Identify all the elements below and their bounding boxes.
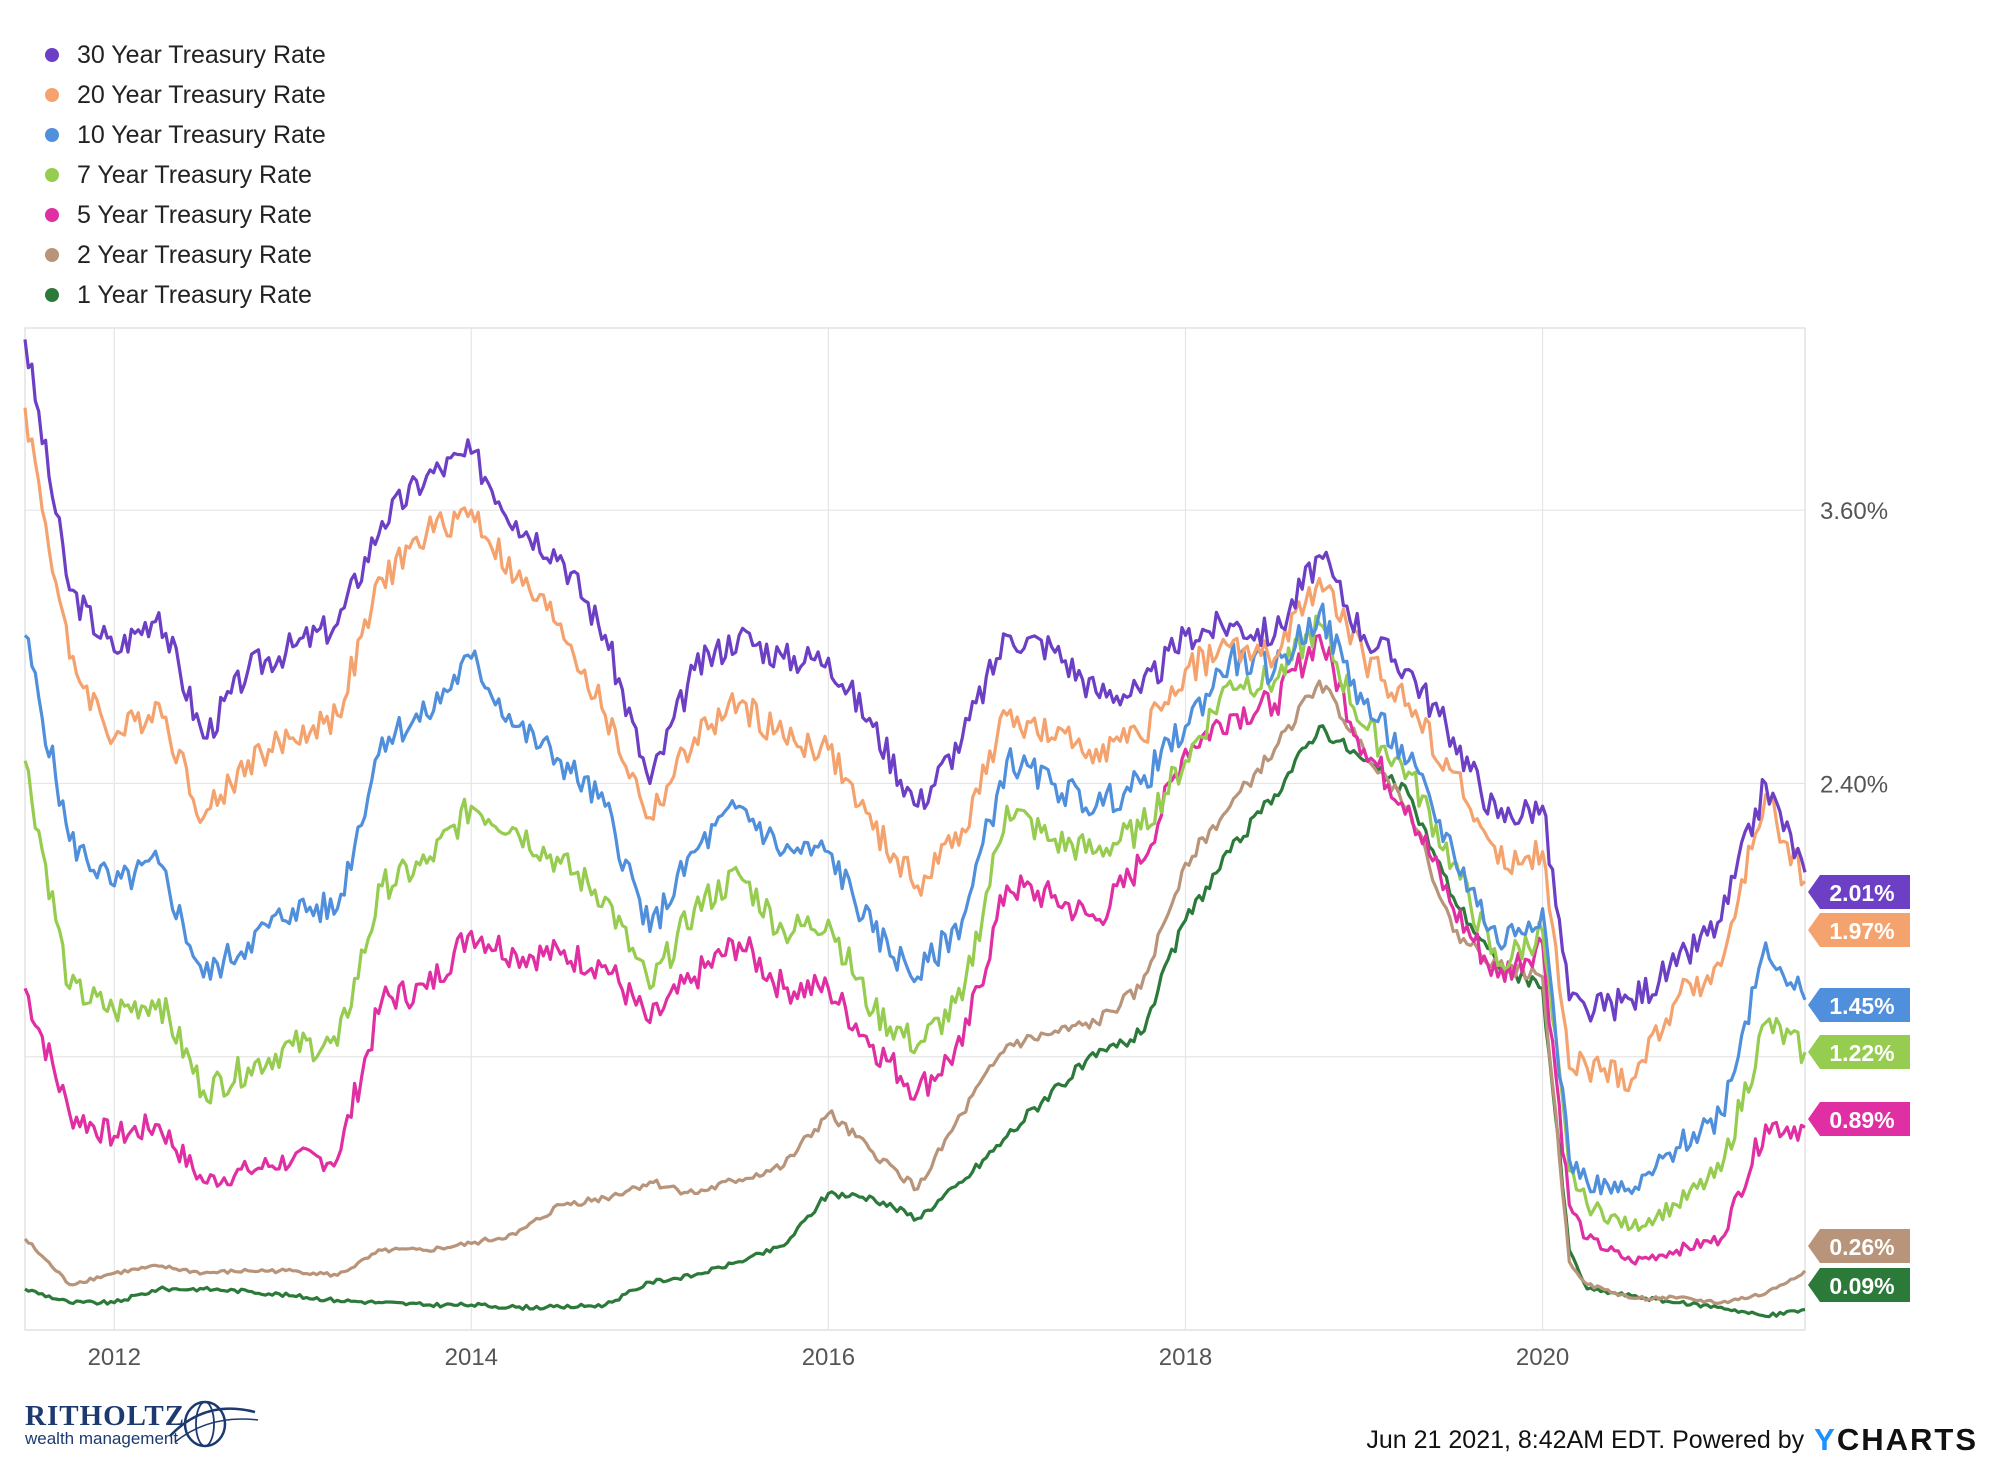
end-value-label: 0.89% xyxy=(1829,1107,1894,1133)
series-line xyxy=(23,339,1807,1023)
legend-label: 30 Year Treasury Rate xyxy=(77,40,326,69)
end-value-tag: 0.89% xyxy=(1808,1102,1910,1136)
y-tick-label: 2.40% xyxy=(1820,771,1888,798)
end-value-tag: 1.45% xyxy=(1808,988,1910,1022)
x-tick-label: 2014 xyxy=(445,1344,498,1371)
footer-credit: Jun 21 2021, 8:42AM EDT. Powered by YCHA… xyxy=(1366,1422,1978,1458)
legend-label: 10 Year Treasury Rate xyxy=(77,120,326,149)
legend-label: 1 Year Treasury Rate xyxy=(77,280,312,309)
end-value-tag-shape xyxy=(1808,875,1910,909)
end-value-tag-shape xyxy=(1808,913,1910,947)
legend-label: 5 Year Treasury Rate xyxy=(77,200,312,229)
end-value-tag-shape xyxy=(1808,988,1910,1022)
ycharts-logo-y: Y xyxy=(1814,1422,1837,1457)
end-value-tag-shape xyxy=(1808,1102,1910,1136)
x-tick-label: 2018 xyxy=(1159,1344,1212,1371)
x-tick-labels: 2012 2014 2016 2018 2020 xyxy=(88,1344,1570,1371)
legend-item[interactable]: 20 Year Treasury Rate xyxy=(45,75,326,115)
series-line xyxy=(23,407,1807,1093)
legend-swatch xyxy=(45,248,59,262)
x-tick-label: 2020 xyxy=(1516,1344,1569,1371)
end-value-label: 0.09% xyxy=(1829,1273,1894,1299)
end-value-labels: 2.01% 1.97% 1.45% 1.22% 0.89% 0.26% 0.09% xyxy=(1808,875,1910,1302)
end-value-tag-shape xyxy=(1808,1268,1910,1302)
legend-swatch xyxy=(45,128,59,142)
legend-item[interactable]: 10 Year Treasury Rate xyxy=(45,115,326,155)
end-value-tag: 0.26% xyxy=(1808,1229,1910,1263)
footer-timestamp: Jun 21 2021, 8:42AM EDT. Powered by xyxy=(1366,1425,1805,1454)
grid-lines xyxy=(25,328,1805,1331)
y-tick-label: 3.60% xyxy=(1820,498,1888,525)
brand-logo: RITHOLTZ wealth management xyxy=(25,1400,259,1449)
legend-item[interactable]: 30 Year Treasury Rate xyxy=(45,35,326,75)
x-tick-label: 2016 xyxy=(802,1344,855,1371)
y-tick-labels: 2.40% 3.60% xyxy=(1820,498,1888,798)
end-value-label: 1.97% xyxy=(1829,918,1894,944)
legend-swatch xyxy=(45,168,59,182)
legend-swatch xyxy=(45,48,59,62)
legend-item[interactable]: 7 Year Treasury Rate xyxy=(45,155,326,195)
end-value-label: 1.45% xyxy=(1829,993,1894,1019)
end-value-tag-shape xyxy=(1808,1035,1910,1069)
legend: 30 Year Treasury Rate 20 Year Treasury Ra… xyxy=(45,35,326,315)
legend-swatch xyxy=(45,208,59,222)
legend-item[interactable]: 2 Year Treasury Rate xyxy=(45,235,326,275)
x-tick-label: 2012 xyxy=(88,1344,141,1371)
end-value-tag: 2.01% xyxy=(1808,875,1910,909)
series-lines xyxy=(23,339,1807,1319)
plot-frame xyxy=(24,327,1806,1331)
globe-icon xyxy=(169,1400,259,1448)
end-value-tag: 0.09% xyxy=(1808,1268,1910,1302)
end-value-tag: 1.97% xyxy=(1808,913,1910,947)
ycharts-logo-rest: CHARTS xyxy=(1836,1422,1978,1457)
end-value-label: 0.26% xyxy=(1829,1234,1894,1260)
series-line xyxy=(23,602,1807,1196)
brand-subtitle: wealth management xyxy=(25,1429,179,1448)
legend-label: 20 Year Treasury Rate xyxy=(77,80,326,109)
legend-item[interactable]: 1 Year Treasury Rate xyxy=(45,275,326,315)
series-line xyxy=(23,679,1807,1305)
legend-item[interactable]: 5 Year Treasury Rate xyxy=(45,195,326,235)
end-value-label: 1.22% xyxy=(1829,1040,1894,1066)
legend-swatch xyxy=(45,88,59,102)
legend-swatch xyxy=(45,288,59,302)
ycharts-logo[interactable]: YCHARTS xyxy=(1814,1422,1978,1458)
legend-label: 7 Year Treasury Rate xyxy=(77,160,312,189)
end-value-tag-shape xyxy=(1808,1229,1910,1263)
series-line xyxy=(23,614,1807,1232)
end-value-tag: 1.22% xyxy=(1808,1035,1910,1069)
brand-name: RITHOLTZ xyxy=(25,1400,186,1432)
legend-label: 2 Year Treasury Rate xyxy=(77,240,312,269)
plot-border xyxy=(24,327,1806,1331)
series-line xyxy=(23,633,1806,1266)
end-value-label: 2.01% xyxy=(1829,880,1894,906)
